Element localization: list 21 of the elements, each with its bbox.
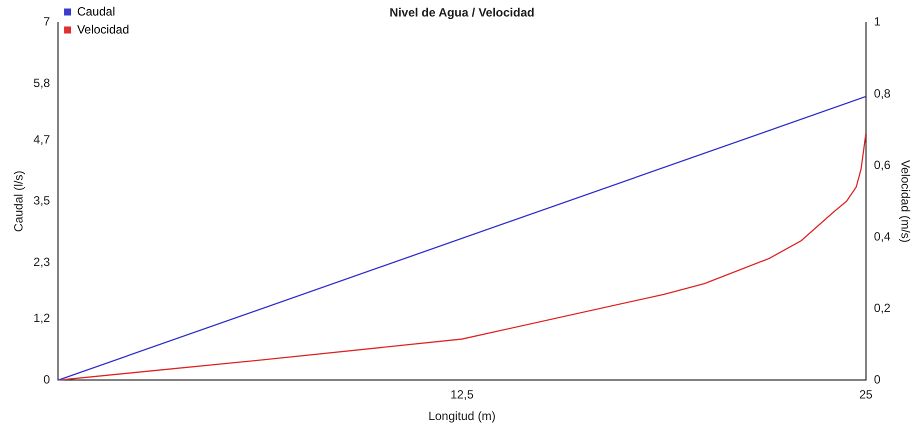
y-tick-label: 2,3 [33,254,50,269]
y-tick-label: 1,2 [33,311,50,326]
y2-axis-title: Velocidad (m/s) [898,160,912,243]
legend-label: Caudal [77,4,116,18]
legend-label: Velocidad [77,22,130,36]
y-tick-label: 4,7 [33,132,50,146]
y2-tick-label: 0,2 [874,300,891,315]
y2-tick-label: 0,8 [874,86,891,100]
y2-tick-label: 0,6 [874,158,891,172]
x-tick-label: 25 [859,388,873,402]
x-tick-label: 12,5 [450,388,474,402]
y2-tick-label: 0,4 [874,229,891,244]
x-axis-title: Longitud (m) [428,409,496,424]
y-tick-label: 7 [43,14,50,29]
chart-title: Nivel de Agua / Velocidad [390,6,534,20]
y-tick-label: 0 [43,372,50,387]
y-tick-label: 5,8 [33,76,50,90]
y2-tick-label: 1 [874,14,881,29]
y-axis-title: Caudal (l/s) [12,170,26,232]
y-tick-label: 3,5 [33,194,50,208]
y2-tick-label: 0 [874,372,881,387]
